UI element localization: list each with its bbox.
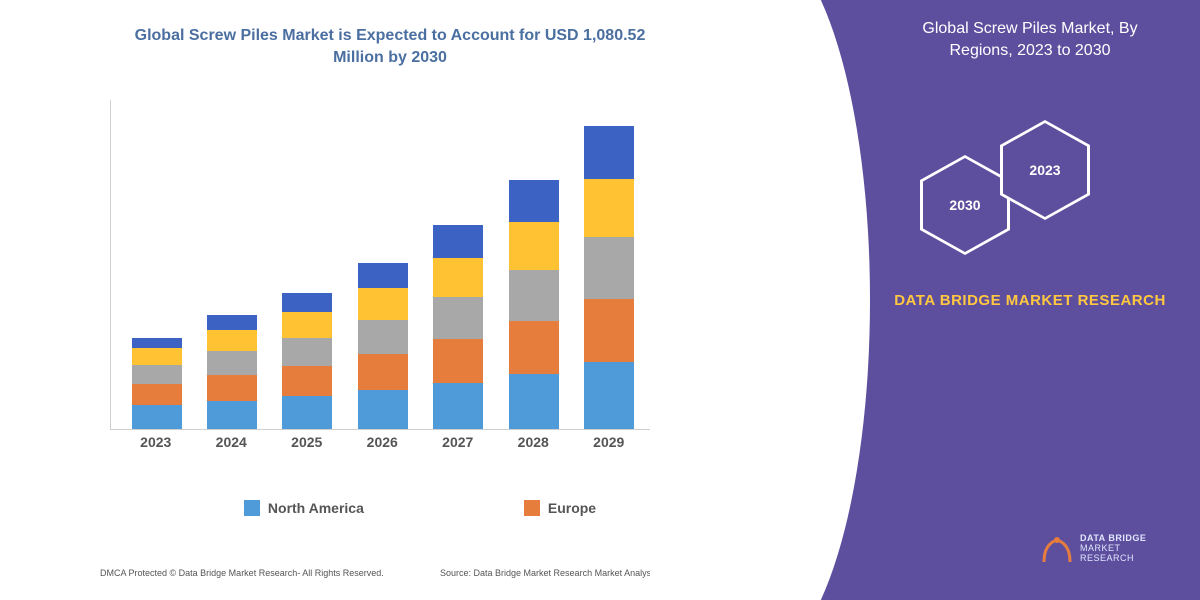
panel-divider-curve: [650, 0, 870, 600]
bar-segment: [132, 384, 182, 405]
bar-segment: [358, 288, 408, 320]
x-axis-label: 2027: [433, 434, 483, 460]
bar-segment: [433, 339, 483, 383]
x-axis-label: 2023: [131, 434, 181, 460]
bar-segment: [282, 312, 332, 338]
chart-title: Global Screw Piles Market is Expected to…: [110, 25, 670, 68]
bar-segment: [584, 299, 634, 362]
bar-segment: [358, 390, 408, 429]
bar-segment: [282, 366, 332, 396]
bar-2025: [282, 293, 332, 430]
bar-segment: [282, 293, 332, 313]
bar-segment: [509, 270, 559, 321]
bar-segment: [207, 351, 257, 375]
infographic-page: Global Screw Piles Market is Expected to…: [0, 0, 1200, 600]
x-axis-label: 2026: [357, 434, 407, 460]
logo-mark-icon: [1040, 532, 1074, 566]
logo-text: DATA BRIDGE MARKET RESEARCH: [1080, 534, 1170, 564]
bar-segment: [132, 405, 182, 429]
bar-segment: [358, 320, 408, 355]
bar-2024: [207, 315, 257, 429]
bar-segment: [132, 348, 182, 365]
x-axis-label: 2024: [206, 434, 256, 460]
hexagon-year-graphic: 2030 2023: [910, 120, 1130, 260]
chart-area: 20232024202520262027202820292030: [110, 80, 730, 460]
bar-segment: [358, 354, 408, 390]
bar-segment: [207, 401, 257, 430]
bar-2027: [433, 225, 483, 429]
brand-logo: DATA BRIDGE MARKET RESEARCH: [1040, 528, 1170, 570]
bar-segment: [584, 362, 634, 430]
legend-item: North America: [244, 500, 364, 516]
brand-name: DATA BRIDGE MARKET RESEARCH: [890, 290, 1170, 311]
bar-segment: [132, 338, 182, 349]
legend-item: Europe: [524, 500, 596, 516]
legend-swatch: [244, 500, 260, 516]
bar-segment: [509, 321, 559, 374]
stacked-bar-plot: [110, 100, 730, 430]
footer-dmca: DMCA Protected © Data Bridge Market Rese…: [100, 568, 384, 578]
hexagon-2030-label: 2030: [949, 197, 980, 213]
bar-segment: [584, 179, 634, 238]
legend-label: North America: [268, 500, 364, 516]
x-axis-label: 2028: [508, 434, 558, 460]
bar-segment: [433, 225, 483, 258]
bar-segment: [584, 126, 634, 179]
bar-2029: [584, 126, 634, 429]
chart-legend: North America Europe: [140, 500, 700, 516]
x-axis-label: 2029: [584, 434, 634, 460]
bar-segment: [132, 365, 182, 385]
bar-segment: [207, 375, 257, 401]
bar-2023: [132, 338, 182, 430]
bar-segment: [207, 330, 257, 351]
legend-label: Europe: [548, 500, 596, 516]
x-axis-label: 2025: [282, 434, 332, 460]
x-axis: 20232024202520262027202820292030: [110, 434, 730, 460]
right-panel: Global Screw Piles Market, By Regions, 2…: [780, 0, 1200, 600]
bar-segment: [433, 297, 483, 339]
bar-segment: [207, 315, 257, 330]
bar-segment: [509, 222, 559, 270]
bar-segment: [509, 180, 559, 222]
bar-2026: [358, 263, 408, 430]
bar-segment: [509, 374, 559, 430]
bar-segment: [358, 263, 408, 289]
bar-segment: [584, 237, 634, 299]
bar-segment: [433, 258, 483, 297]
logo-text-line2: MARKET RESEARCH: [1080, 544, 1170, 564]
hexagon-2023-label: 2023: [1029, 162, 1060, 178]
bar-segment: [282, 396, 332, 429]
bar-segment: [433, 383, 483, 430]
legend-swatch: [524, 500, 540, 516]
bar-2028: [509, 180, 559, 429]
bar-segment: [282, 338, 332, 367]
right-panel-title: Global Screw Piles Market, By Regions, 2…: [890, 18, 1170, 61]
